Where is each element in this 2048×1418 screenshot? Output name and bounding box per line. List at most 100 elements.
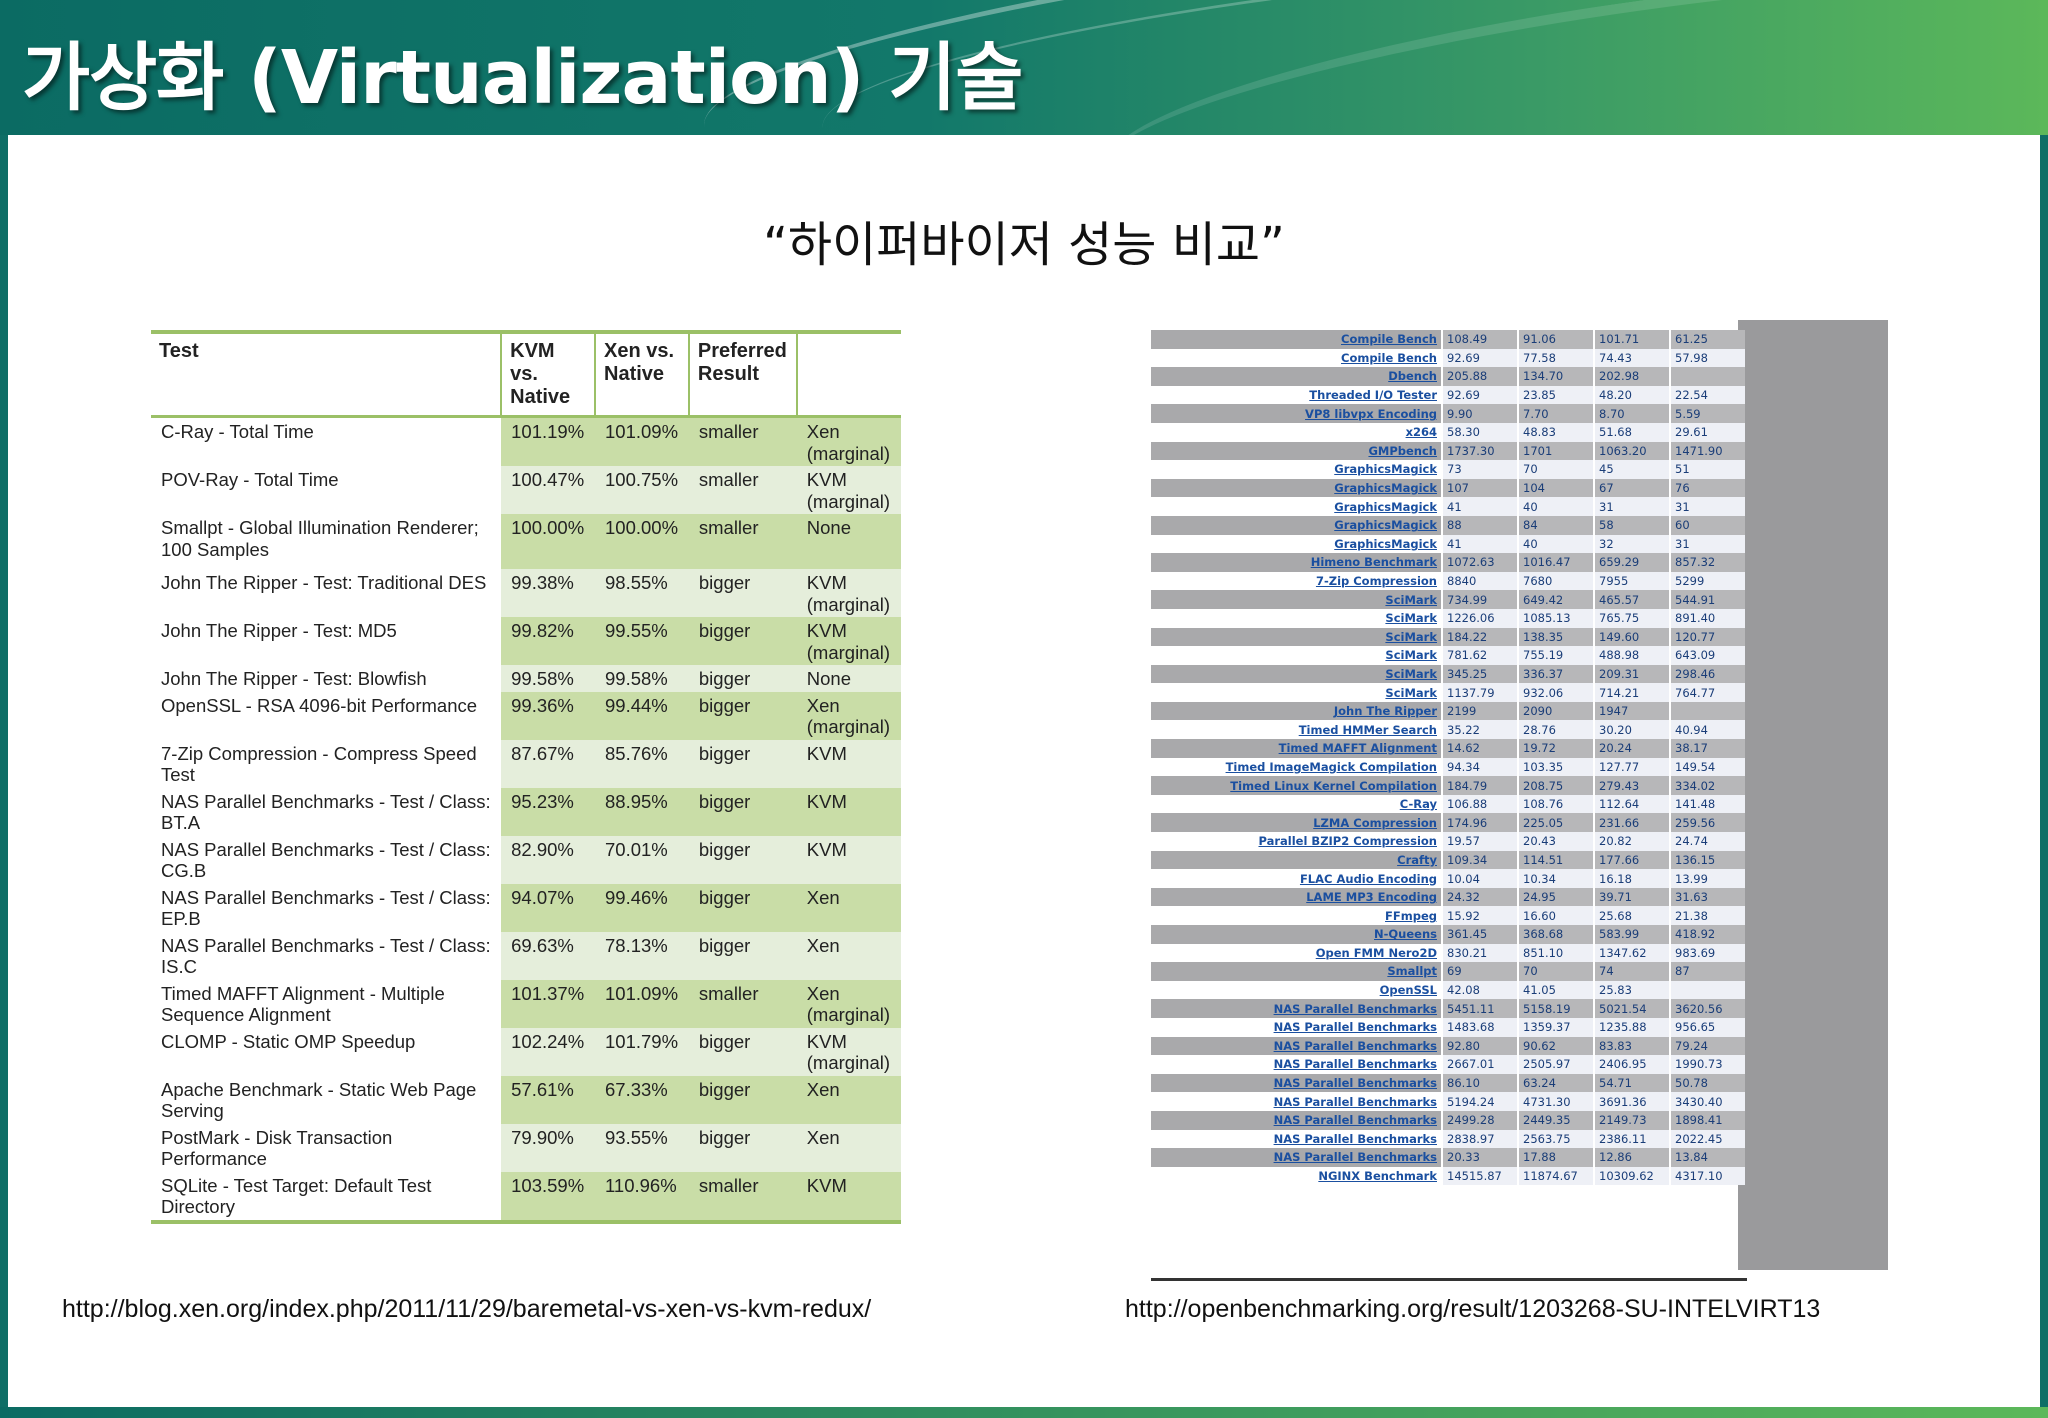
source-link-xen-blog[interactable]: http://blog.xen.org/index.php/2011/11/29… [62,1295,872,1323]
benchmark-link[interactable]: OpenSSL [1151,980,1442,1000]
benchmark-link[interactable]: FLAC Audio Encoding [1151,869,1442,888]
benchmark-link[interactable]: Timed Linux Kernel Compilation [1151,776,1442,795]
benchmark-link[interactable]: SciMark [1151,646,1442,665]
preferred-result-cell: bigger [688,1027,797,1076]
benchmark-link[interactable]: Smallpt [1151,962,1442,981]
benchmark-link[interactable]: NAS Parallel Benchmarks [1151,1073,1442,1093]
benchmark-link[interactable]: Timed HMMer Search [1151,720,1442,740]
benchmark-link[interactable]: GraphicsMagick [1151,515,1442,535]
result-value-cell: 649.42 [1517,590,1594,609]
source-link-openbenchmarking[interactable]: http://openbenchmarking.org/result/12032… [1125,1295,1821,1323]
result-value-cell: 1947 [1593,701,1670,721]
xen-value-cell: 99.55% [595,617,689,665]
result-value-cell: 2406.95 [1593,1055,1670,1074]
result-value-cell: 108.49 [1441,330,1518,349]
result-value-cell: 104 [1517,478,1594,498]
benchmark-link[interactable]: John The Ripper [1151,701,1442,721]
result-value-cell: 14.62 [1441,739,1518,758]
benchmark-link[interactable]: Compile Bench [1151,330,1442,349]
benchmark-link[interactable]: NAS Parallel Benchmarks [1151,1110,1442,1130]
xen-value-cell: 99.44% [595,691,689,740]
table-row: C-Ray - Total Time 101.19% 101.09% smaller X… [151,416,901,466]
benchmark-link[interactable]: FFmpeg [1151,906,1442,925]
benchmark-link[interactable]: Crafty [1151,850,1442,870]
benchmark-link[interactable]: Compile Bench [1151,348,1442,368]
result-value-cell: 1359.37 [1517,1017,1594,1037]
result-value-cell: 67 [1593,478,1670,498]
table-row: NAS Parallel Benchmarks - Test / Class: … [151,931,901,980]
benchmark-link[interactable]: GMPbench [1151,441,1442,461]
benchmark-link[interactable]: GraphicsMagick [1151,478,1442,498]
benchmark-link[interactable]: SciMark [1151,590,1442,609]
table-row: NAS Parallel Benchmarks 86.10 63.24 54.71 50… [1151,1073,1745,1093]
result-value-cell: 8840 [1441,571,1518,591]
winner-cell: KVM (marginal) [796,466,901,514]
slide-title: 가상화 (Virtualization) 기술 [22,35,1023,121]
winner-cell: KVM [796,739,901,788]
result-value-cell: 58 [1593,515,1670,535]
result-value-cell: 51 [1669,460,1745,479]
benchmark-link[interactable]: NGINX Benchmark [1151,1166,1442,1186]
table-row: NAS Parallel Benchmarks 2499.28 2449.35 214… [1151,1110,1745,1130]
result-value-cell: 4731.30 [1517,1092,1594,1111]
table-row: SciMark 345.25 336.37 209.31 298.46 [1151,664,1745,684]
benchmark-link[interactable]: SciMark [1151,664,1442,684]
result-value-cell [1669,701,1745,721]
result-value-cell: 19.72 [1517,739,1594,758]
winner-cell: Xen [796,931,901,980]
benchmark-link[interactable]: NAS Parallel Benchmarks [1151,1055,1442,1074]
benchmark-link[interactable]: 7-Zip Compression [1151,571,1442,591]
result-value-cell: 1063.20 [1593,441,1670,461]
result-value-cell: 79.24 [1669,1036,1745,1056]
result-value-cell: 45 [1593,460,1670,479]
xen-value-cell: 101.09% [595,416,689,466]
table-row: John The Ripper - Test: Traditional DES 9… [151,569,901,617]
result-value-cell: 956.65 [1669,1017,1745,1037]
benchmark-link[interactable]: GraphicsMagick [1151,497,1442,516]
benchmark-link[interactable]: x264 [1151,422,1442,442]
test-name-cell: PostMark - Disk Transaction Performance [151,1123,502,1172]
result-value-cell: 2505.97 [1517,1055,1594,1074]
result-value-cell: 2449.35 [1517,1110,1594,1130]
result-value-cell: 205.88 [1441,367,1518,386]
benchmark-link[interactable]: Timed MAFFT Alignment [1151,739,1442,758]
kvm-value-cell: 99.38% [501,569,595,617]
result-value-cell: 94.34 [1441,757,1518,777]
benchmark-link[interactable]: LZMA Compression [1151,813,1442,833]
result-value-cell: 13.99 [1669,869,1745,888]
table-row: Timed HMMer Search 35.22 28.76 30.20 40.94 [1151,720,1745,740]
benchmark-link[interactable]: SciMark [1151,627,1442,647]
result-value-cell: 77.58 [1517,348,1594,368]
benchmark-link[interactable]: C-Ray [1151,794,1442,814]
test-name-cell: Timed MAFFT Alignment - Multiple Sequenc… [151,979,502,1028]
benchmark-link[interactable]: LAME MP3 Encoding [1151,887,1442,907]
benchmark-link[interactable]: Parallel BZIP2 Compression [1151,832,1442,851]
result-value-cell: 48.20 [1593,385,1670,405]
benchmark-link[interactable]: NAS Parallel Benchmarks [1151,1129,1442,1149]
benchmark-link[interactable]: GraphicsMagick [1151,534,1442,554]
benchmark-link[interactable]: SciMark [1151,683,1442,702]
benchmark-link[interactable]: N-Queens [1151,925,1442,944]
benchmark-link[interactable]: NAS Parallel Benchmarks [1151,999,1442,1018]
winner-cell: None [796,514,901,569]
benchmark-link[interactable]: Himeno Benchmark [1151,553,1442,572]
result-value-cell: 134.70 [1517,367,1594,386]
benchmark-link[interactable]: Dbench [1151,367,1442,386]
benchmark-link[interactable]: NAS Parallel Benchmarks [1151,1148,1442,1167]
benchmark-link[interactable]: NAS Parallel Benchmarks [1151,1036,1442,1056]
result-value-cell: 87 [1669,962,1745,981]
result-value-cell: 2667.01 [1441,1055,1518,1074]
benchmark-link[interactable]: Timed ImageMagick Compilation [1151,757,1442,777]
benchmark-link[interactable]: GraphicsMagick [1151,460,1442,479]
benchmark-link[interactable]: NAS Parallel Benchmarks [1151,1017,1442,1037]
benchmark-link[interactable]: NAS Parallel Benchmarks [1151,1092,1442,1111]
result-value-cell: 92.69 [1441,385,1518,405]
test-name-cell: CLOMP - Static OMP Speedup [151,1027,502,1076]
kvm-value-cell: 102.24% [501,1027,595,1076]
benchmark-link[interactable]: Threaded I/O Tester [1151,385,1442,405]
table-row: NAS Parallel Benchmarks 20.33 17.88 12.86 13… [1151,1148,1745,1167]
benchmark-link[interactable]: VP8 libvpx Encoding [1151,404,1442,423]
table-row: NGINX Benchmark 14515.87 11874.67 10309.62 4… [1151,1166,1745,1186]
benchmark-link[interactable]: Open FMM Nero2D [1151,943,1442,963]
benchmark-link[interactable]: SciMark [1151,608,1442,628]
